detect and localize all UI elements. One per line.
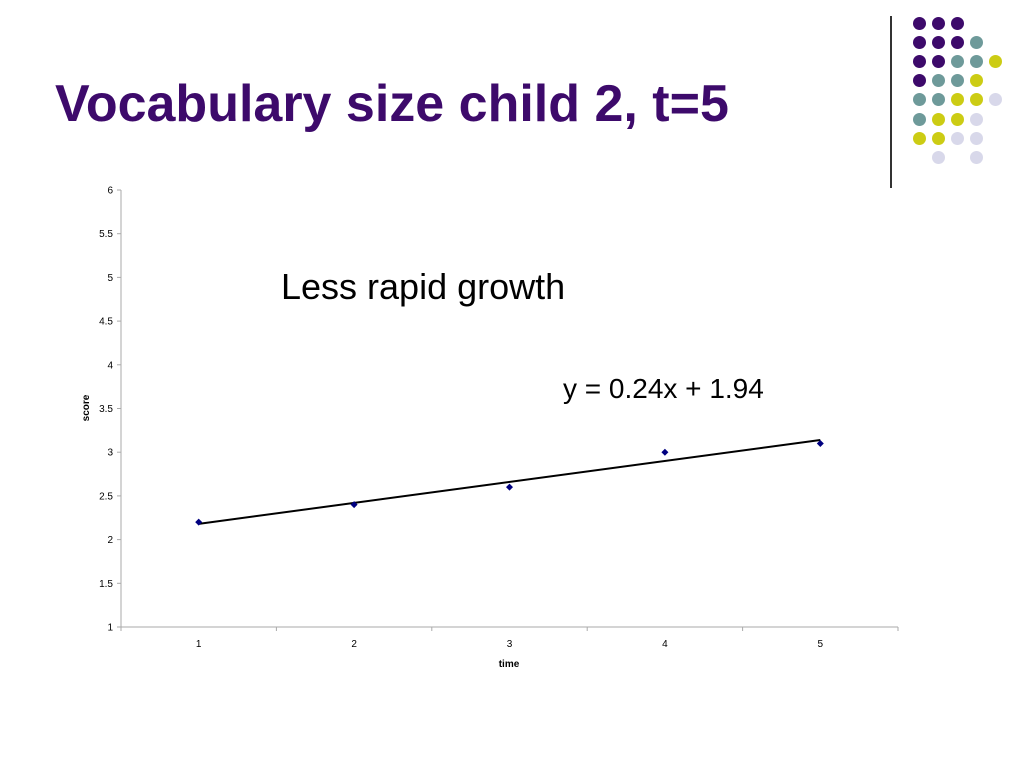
- y-axis-title: score: [81, 394, 92, 421]
- x-axis-title: time: [499, 659, 520, 670]
- chart-marks: [195, 438, 824, 526]
- data-point: [506, 483, 513, 491]
- y-tick-label: 3: [107, 448, 113, 459]
- x-tick-label: 3: [507, 639, 513, 650]
- decorative-divider: [890, 16, 892, 188]
- growth-annotation: Less rapid growth: [281, 266, 565, 307]
- y-tick-label: 3.5: [99, 404, 113, 415]
- y-tick-label: 5.5: [99, 229, 113, 240]
- y-tick-label: 1.5: [99, 579, 113, 590]
- y-tick-label: 4: [107, 360, 113, 371]
- data-point: [350, 501, 358, 509]
- trendline-equation: y = 0.24x + 1.94: [563, 373, 764, 404]
- x-tick-label: 1: [196, 639, 202, 650]
- y-tick-label: 2.5: [99, 491, 113, 502]
- trendline: [198, 438, 821, 525]
- x-tick-label: 4: [662, 639, 668, 650]
- chart-axes: [117, 189, 899, 631]
- x-tick-label: 5: [818, 639, 824, 650]
- y-tick-label: 2: [107, 535, 113, 546]
- data-point: [661, 448, 669, 456]
- x-tick-label: 2: [351, 639, 357, 650]
- data-point: [195, 518, 203, 526]
- chart-tick-labels: 1 1.5 2 2.5 3 3.5 4 4.5 5 5.5 6 1 2 3 4 5: [99, 186, 823, 651]
- data-point: [816, 439, 824, 447]
- y-tick-label: 6: [107, 186, 113, 197]
- slide-title: Vocabulary size child 2, t=5: [55, 75, 729, 133]
- y-tick-label: 4.5: [99, 317, 113, 328]
- y-tick-label: 1: [107, 623, 113, 634]
- y-tick-label: 5: [107, 273, 113, 284]
